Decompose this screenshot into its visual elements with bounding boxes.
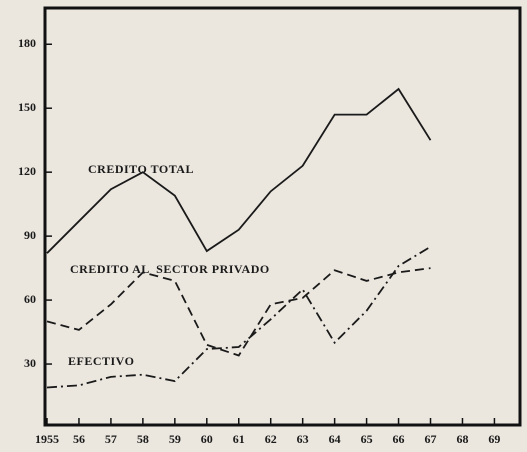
x-tick-label: 56 [73, 432, 85, 446]
series-label: CREDITO AL SECTOR PRIVADO [70, 262, 270, 276]
x-tick-label: 57 [105, 432, 117, 446]
y-tick-label: 60 [24, 292, 36, 306]
series-line [46, 246, 431, 389]
x-tick-label: 62 [265, 432, 277, 446]
y-tick-label: 180 [18, 36, 36, 50]
x-tick-label: 65 [361, 432, 373, 446]
x-tick-label: 67 [425, 432, 437, 446]
series-label: CREDITO TOTAL [88, 162, 194, 176]
x-tick-label: 61 [233, 432, 245, 446]
y-tick-label: 120 [18, 164, 36, 178]
x-tick-label: 60 [201, 432, 213, 446]
x-tick-label: 69 [488, 432, 500, 446]
x-tick-label: 58 [137, 432, 149, 446]
x-tick-label: 64 [329, 432, 341, 446]
series-line [46, 87, 432, 254]
x-tick-label: 68 [456, 432, 468, 446]
y-tick-label: 90 [24, 228, 36, 242]
series-line [46, 267, 431, 357]
x-tick-label: 59 [169, 432, 181, 446]
x-tick-label: 1955 [35, 432, 59, 446]
x-tick-label: 66 [393, 432, 405, 446]
x-tick-label: 63 [297, 432, 309, 446]
plot-frame [43, 6, 522, 427]
series-label: EFECTIVO [68, 354, 134, 368]
y-tick-label: 30 [24, 356, 36, 370]
y-tick-label: 150 [18, 100, 36, 114]
